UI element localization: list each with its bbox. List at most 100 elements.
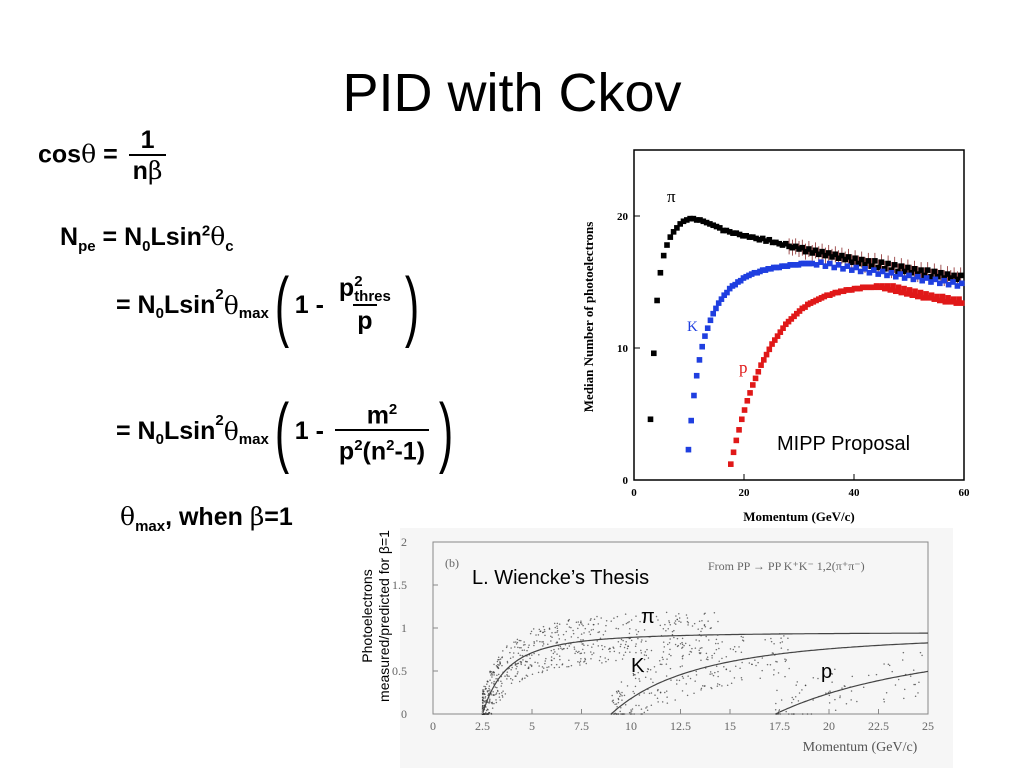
- scatter-dot-2: [897, 678, 900, 681]
- scatter-dot-0: [698, 640, 700, 642]
- scatter-dot-0: [481, 707, 484, 710]
- scatter-dot-1: [661, 663, 663, 666]
- scatter-dot-0: [564, 639, 566, 641]
- scatter-dot-0: [704, 626, 707, 628]
- scatter-dot-0: [534, 661, 536, 664]
- scatter-dot-0: [566, 665, 568, 668]
- scatter-dot-0: [585, 662, 588, 665]
- data-point-1: [937, 280, 943, 287]
- scatter-dot-0: [637, 637, 639, 640]
- scatter-dot-0: [501, 691, 503, 694]
- data-point-0: [832, 251, 839, 258]
- scatter-dot-0: [605, 660, 607, 663]
- data-point-0: [750, 234, 756, 240]
- scatter-dot-0: [684, 642, 687, 645]
- scatter-dot-1: [638, 694, 641, 696]
- scatter-dot-2: [810, 713, 813, 715]
- scatter-dot-1: [730, 682, 733, 685]
- scatter-dot-0: [498, 692, 501, 695]
- scatter-dot-1: [734, 665, 737, 667]
- data-point-2: [956, 296, 962, 302]
- scatter-dot-0: [537, 634, 540, 636]
- data-point-2: [733, 437, 740, 444]
- scatter-dot-2: [785, 710, 787, 713]
- panel-label: (b): [445, 556, 459, 570]
- scatter-dot-1: [700, 659, 702, 662]
- scatter-dot-0: [589, 619, 592, 621]
- scatter-dot-2: [796, 681, 799, 683]
- scatter-dot-0: [668, 621, 671, 624]
- scatter-dot-1: [771, 652, 774, 654]
- scatter-dot-1: [711, 673, 713, 675]
- scatter-dot-2: [791, 701, 793, 704]
- data-point-1: [818, 259, 824, 265]
- scatter-dot-0: [556, 625, 558, 627]
- data-point-0: [796, 246, 802, 252]
- scatter-dot-1: [769, 664, 772, 666]
- scatter-dot-0: [506, 674, 508, 676]
- scatter-dot-0: [544, 634, 546, 637]
- y-tick-label: 0: [623, 475, 629, 487]
- one-minus: 1 -: [294, 416, 331, 445]
- scatter-dot-0: [634, 645, 637, 648]
- scatter-dot-0: [622, 639, 624, 642]
- scatter-dot-1: [740, 635, 743, 638]
- scatter-dot-1: [695, 670, 697, 673]
- data-point-0: [792, 243, 799, 250]
- scatter-dot-1: [669, 667, 672, 670]
- data-point-1: [875, 271, 881, 277]
- scatter-dot-0: [629, 651, 631, 653]
- scatter-dot-1: [664, 691, 666, 694]
- scatter-dot-0: [596, 640, 598, 642]
- data-point-2: [904, 291, 910, 297]
- data-point-0: [789, 244, 796, 251]
- scatter-dot-0: [491, 682, 493, 684]
- data-point-0: [700, 218, 707, 225]
- scatter-dot-1: [676, 679, 678, 681]
- scatter-dot-0: [630, 639, 633, 642]
- scatter-dot-0: [483, 685, 485, 688]
- scatter-dot-2: [845, 702, 848, 705]
- scatter-dot-0: [504, 675, 506, 677]
- scatter-dot-0: [671, 633, 674, 636]
- data-point-0: [720, 227, 726, 234]
- data-point-2: [890, 283, 896, 289]
- theta-symbol: θ: [223, 416, 239, 446]
- scatter-dot-1: [748, 662, 751, 664]
- scatter-dot-0: [533, 640, 535, 643]
- scatter-dot-0: [562, 633, 565, 636]
- scatter-dot-1: [773, 673, 775, 676]
- scatter-dot-0: [524, 643, 526, 646]
- scatter-dot-1: [632, 690, 634, 693]
- scatter-dot-0: [700, 630, 702, 633]
- scatter-dot-0: [584, 658, 587, 661]
- scatter-dot-2: [801, 713, 804, 715]
- scatter-dot-2: [883, 663, 885, 665]
- data-point-1: [941, 277, 947, 284]
- scatter-dot-0: [676, 637, 679, 640]
- scatter-dot-2: [791, 696, 794, 699]
- scatter-dot-0: [609, 650, 611, 653]
- data-point-0: [829, 254, 835, 260]
- scatter-dot-0: [589, 633, 592, 636]
- scatter-dot-2: [792, 698, 795, 701]
- data-point-1: [809, 260, 815, 267]
- scatter-dot-0: [577, 660, 579, 663]
- scatter-dot-0: [520, 639, 522, 642]
- data-point-0: [693, 217, 700, 223]
- equals-n: = N: [116, 416, 156, 445]
- scatter-dot-0: [497, 667, 500, 670]
- scatter-dot-0: [703, 613, 706, 615]
- data-point-1: [715, 300, 722, 306]
- y-tick-label: 0: [401, 707, 407, 721]
- scatter-dot-0: [487, 708, 489, 711]
- data-point-2: [763, 351, 770, 358]
- theta-symbol: θ: [81, 139, 97, 169]
- scatter-dot-0: [497, 656, 500, 658]
- scatter-dot-0: [645, 654, 648, 657]
- scatter-dot-0: [552, 652, 555, 655]
- scatter-dot-0: [624, 613, 627, 615]
- scatter-dot-0: [562, 648, 565, 650]
- scatter-dot-0: [579, 664, 581, 666]
- scatter-dot-0: [604, 646, 606, 648]
